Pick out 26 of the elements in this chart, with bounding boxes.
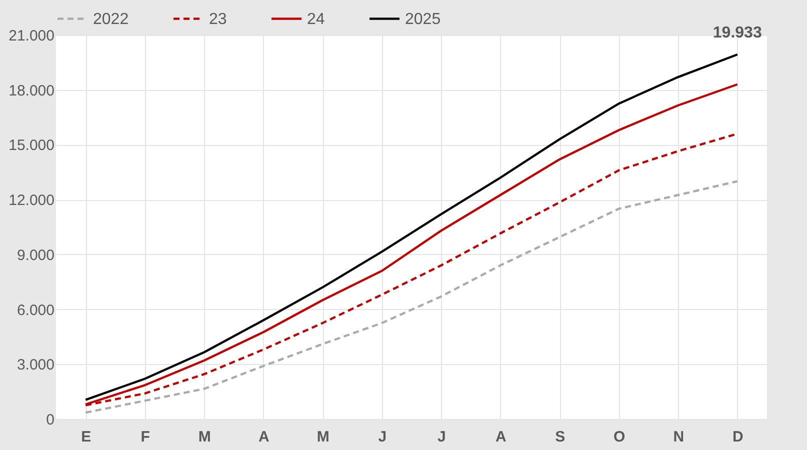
y-tick-label: 3.000 (16, 356, 54, 374)
y-tick-label: 15.000 (8, 137, 54, 154)
x-tick-label: D (732, 428, 744, 446)
x-tick-label: N (673, 428, 684, 446)
legend-label: 23 (209, 10, 227, 28)
y-tick-label: 12.000 (8, 192, 54, 210)
y-tick-label: 18.000 (8, 82, 54, 100)
x-tick-label: M (198, 428, 211, 446)
x-tick-label: J (437, 428, 446, 446)
annotation: 19.933 (712, 24, 762, 42)
line-series (84, 180, 738, 414)
x-tick-label: F (140, 428, 150, 446)
legend-label: 24 (307, 10, 325, 28)
y-tick-label: 0 (46, 412, 54, 428)
y-tick-label: 9.000 (16, 246, 54, 264)
x-tick-label: A (495, 428, 506, 446)
legend-label: 2025 (405, 10, 441, 28)
x-tick-label: E (81, 428, 92, 446)
x-tick-label: J (378, 428, 387, 446)
x-tick-label: M (316, 428, 330, 446)
legend-label: 2022 (93, 10, 129, 28)
x-tick-label: A (258, 428, 270, 446)
x-tick-label: S (555, 428, 566, 446)
y-tick-label: 6.000 (16, 302, 54, 319)
x-tick-label: O (614, 428, 626, 446)
y-tick-label: 21.000 (8, 28, 54, 44)
